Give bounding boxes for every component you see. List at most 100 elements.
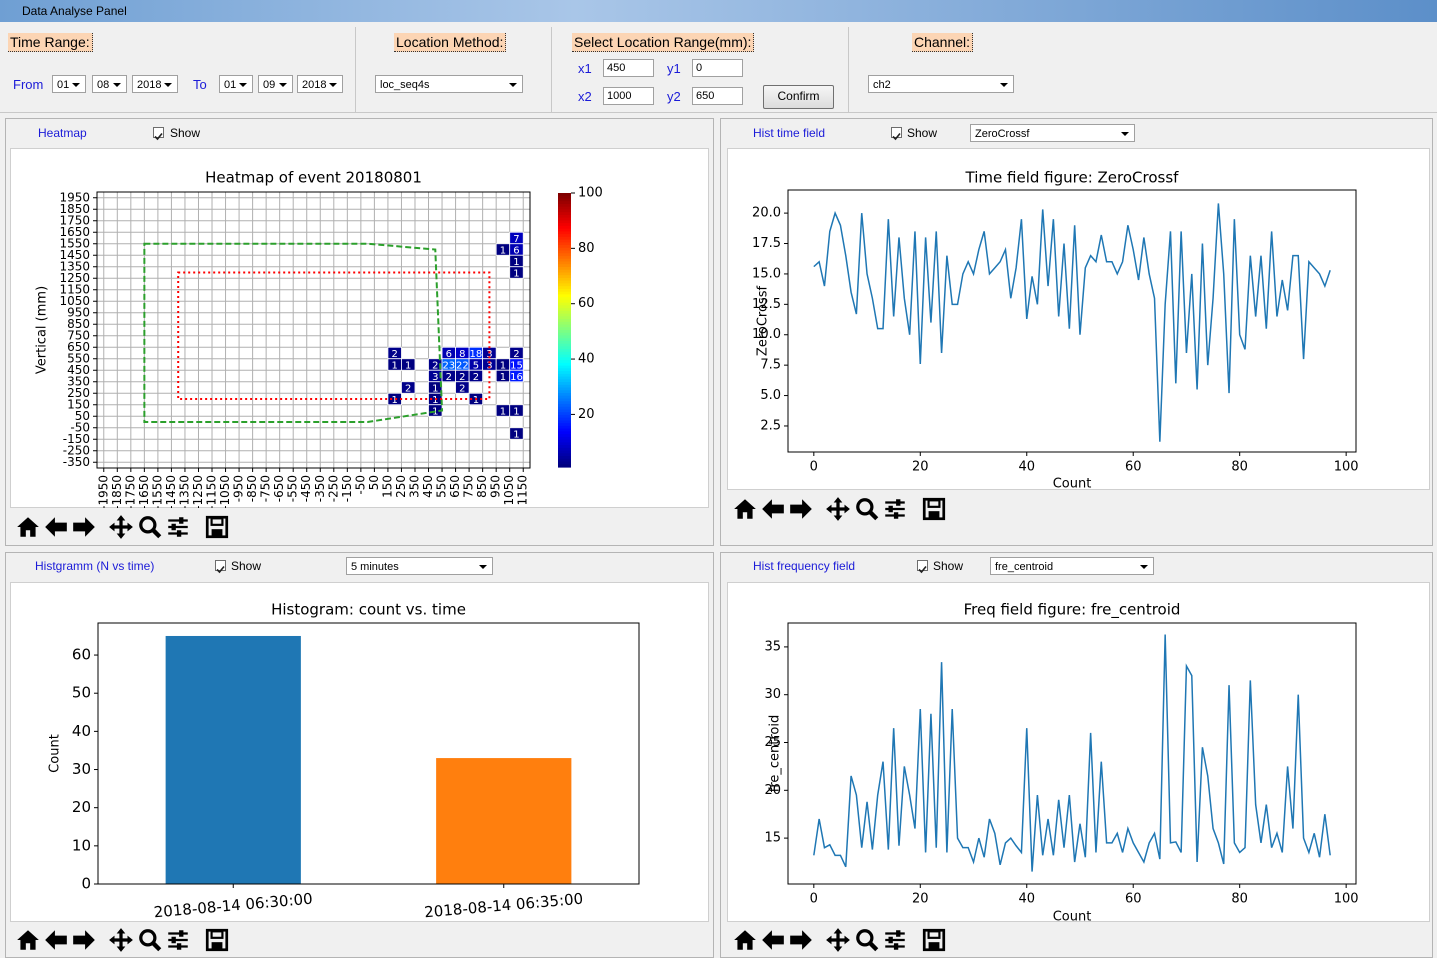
colorbar-segment — [558, 409, 571, 413]
home-button[interactable] — [732, 496, 758, 522]
zoom-button[interactable] — [137, 514, 163, 540]
colorbar-segment — [558, 349, 571, 353]
y-tick-label: 30 — [764, 687, 781, 702]
icon-shape — [790, 499, 812, 519]
line-chart: 15 20 25 30 35 0 20 40 60 80 100 Freq field figure:… — [764, 601, 1358, 923]
home-button[interactable] — [15, 514, 41, 540]
month-select[interactable]: 09 — [258, 75, 293, 93]
colorbar-segment — [558, 288, 571, 293]
colorbar-segment — [558, 450, 571, 454]
year-select[interactable]: 2018 — [132, 75, 178, 93]
cell-label: 2 — [446, 372, 452, 383]
day-select[interactable]: 01 — [219, 75, 253, 93]
configure-button[interactable] — [882, 496, 908, 522]
y-tick-label: -50 — [70, 420, 90, 434]
cell-label: 1 — [513, 430, 519, 441]
month-select[interactable]: 08 — [92, 75, 127, 93]
cell-label: 1 — [473, 395, 479, 406]
colorbar-segment — [558, 368, 571, 372]
configure-button[interactable] — [882, 927, 908, 953]
heatmap-cell — [509, 369, 524, 383]
colorbar-segment — [558, 264, 571, 268]
x1-input[interactable]: 450 — [603, 59, 654, 77]
configure-button[interactable] — [165, 927, 191, 953]
back-button[interactable] — [43, 514, 69, 540]
forward-button[interactable] — [788, 496, 814, 522]
colorbar-segment — [558, 351, 571, 356]
home-button[interactable] — [732, 927, 758, 953]
cell-label: 6 — [446, 349, 452, 360]
save-button[interactable] — [921, 496, 947, 522]
y2-input[interactable]: 650 — [692, 87, 743, 105]
icon-shape — [790, 930, 812, 950]
forward-button[interactable] — [788, 927, 814, 953]
colorbar-segment — [558, 203, 571, 208]
panel — [720, 118, 1433, 546]
colorbar-segment — [558, 393, 571, 397]
pan-button[interactable] — [108, 927, 134, 953]
panel-label: Histgramm (N vs time) — [35, 559, 155, 573]
show-checkbox[interactable] — [215, 560, 226, 574]
colorbar-segment — [558, 195, 571, 200]
interval-select[interactable]: 5 minutes — [346, 557, 493, 575]
save-button[interactable] — [921, 927, 947, 953]
zoom-button[interactable] — [137, 927, 163, 953]
day-select[interactable]: 01 — [52, 75, 86, 93]
save-button[interactable] — [204, 927, 230, 953]
back-button[interactable] — [43, 927, 69, 953]
pan-button[interactable] — [825, 927, 851, 953]
show-checkbox[interactable] — [153, 127, 164, 141]
show-label: Show — [907, 126, 938, 140]
icon-shape — [151, 941, 162, 952]
cell-label: 2 — [405, 384, 411, 395]
confirm-button[interactable]: Confirm — [763, 85, 834, 109]
x-tick-label: -1650 — [137, 475, 151, 508]
heatmap-cell — [455, 381, 470, 394]
check-mark — [918, 565, 927, 574]
pan-button[interactable] — [108, 514, 134, 540]
region-outline — [177, 271, 491, 400]
show-label: Show — [933, 559, 964, 573]
y-tick-label: -350 — [63, 455, 90, 469]
home-button[interactable] — [15, 927, 41, 953]
x2-input[interactable]: 1000 — [603, 87, 654, 105]
forward-button[interactable] — [71, 514, 97, 540]
channel-select[interactable]: ch2 — [868, 75, 1014, 93]
x1-label: x1 — [578, 61, 592, 76]
field-select[interactable]: ZeroCrossf — [970, 124, 1135, 142]
y-tick-label: 1050 — [59, 294, 90, 308]
colorbar-segment — [558, 234, 571, 238]
cell-label: 6 — [513, 246, 519, 257]
year-select[interactable]: 2018 — [297, 75, 343, 93]
back-button[interactable] — [760, 927, 786, 953]
show-checkbox[interactable] — [917, 560, 928, 574]
zoom-button[interactable] — [854, 496, 880, 522]
forward-button[interactable] — [71, 927, 97, 953]
colorbar-segment — [558, 403, 571, 408]
cell-label: 1 — [392, 395, 398, 406]
check-mark — [216, 565, 225, 574]
field-select[interactable]: fre_centroid — [990, 557, 1154, 575]
toolbar — [10, 922, 709, 956]
x-tick-label: -750 — [259, 475, 273, 502]
configure-button[interactable] — [165, 514, 191, 540]
back-button[interactable] — [760, 496, 786, 522]
y-tick-label: 850 — [67, 317, 90, 331]
cell-label: 7 — [513, 234, 519, 245]
method-select[interactable]: loc_seq4s — [375, 75, 523, 93]
pan-button[interactable] — [825, 496, 851, 522]
x-tick-label: 20 — [912, 460, 929, 475]
from-label: From — [13, 77, 44, 92]
icon-shape — [179, 517, 184, 524]
colorbar-segment — [558, 327, 571, 331]
section-label: Channel: — [912, 33, 974, 52]
show-checkbox[interactable] — [891, 127, 902, 141]
colorbar-segment — [558, 458, 571, 463]
region-outline — [143, 242, 444, 423]
zoom-button[interactable] — [854, 927, 880, 953]
y1-input[interactable]: 0 — [692, 59, 743, 77]
save-button[interactable] — [204, 514, 230, 540]
colorbar-segment — [558, 373, 571, 378]
colorbar-segment — [558, 360, 571, 364]
colorbar-segment — [558, 294, 571, 298]
